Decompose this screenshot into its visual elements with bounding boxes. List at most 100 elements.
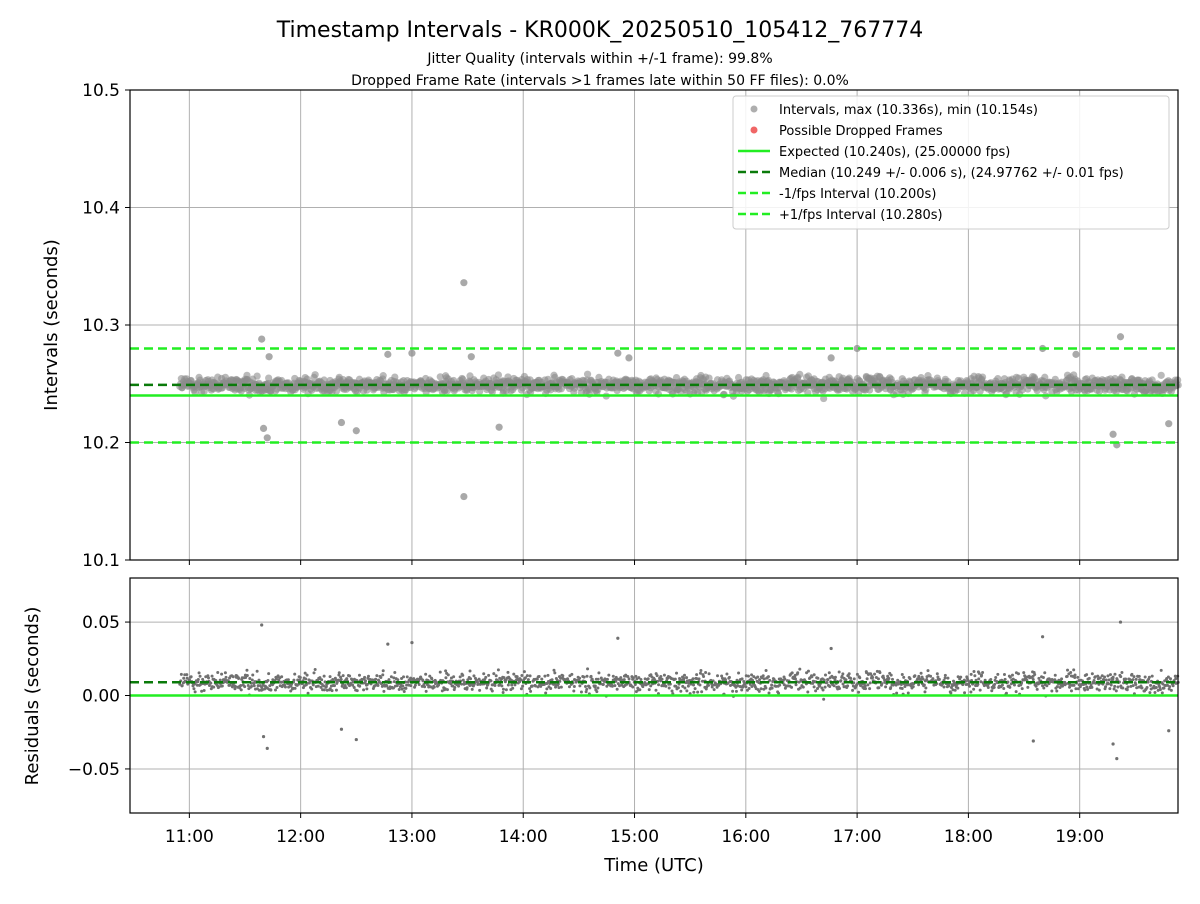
residual-point	[634, 674, 638, 678]
residual-point	[482, 672, 486, 676]
residual-point	[444, 669, 448, 673]
residual-point	[202, 688, 206, 692]
residual-point	[961, 683, 965, 687]
residual-point	[453, 686, 457, 690]
residual-outlier-point	[1167, 729, 1171, 733]
residual-point	[519, 678, 523, 682]
residual-point	[590, 677, 594, 681]
residual-point	[365, 687, 369, 691]
residual-point	[889, 686, 893, 690]
residual-point	[740, 688, 744, 692]
interval-point	[1041, 373, 1049, 381]
residual-point	[1138, 678, 1142, 682]
residual-point	[513, 683, 517, 687]
residual-point	[572, 689, 576, 693]
residual-point	[193, 690, 197, 694]
residual-point	[837, 670, 841, 674]
residual-point	[906, 691, 910, 695]
residual-point	[1132, 675, 1136, 679]
residual-point	[702, 674, 706, 678]
interval-outlier-point	[263, 434, 271, 442]
residual-point	[767, 691, 771, 695]
residual-point	[1008, 685, 1012, 689]
residual-point	[946, 676, 950, 680]
residual-point	[1153, 690, 1157, 694]
residual-point	[446, 673, 450, 677]
residual-point	[806, 669, 810, 673]
residual-point	[1068, 685, 1072, 689]
residual-point	[752, 675, 756, 679]
residual-point	[679, 689, 683, 693]
residual-point	[485, 686, 489, 690]
residual-point	[1111, 675, 1115, 679]
residual-point	[401, 684, 405, 688]
residual-point	[470, 687, 474, 691]
residual-point	[445, 688, 449, 692]
residual-point	[764, 686, 768, 690]
residual-point	[396, 678, 400, 682]
residual-point	[363, 679, 367, 683]
residual-point	[607, 673, 611, 677]
residual-point	[698, 683, 702, 687]
residual-point	[655, 674, 659, 678]
residual-point	[746, 674, 750, 678]
interval-point	[311, 371, 319, 379]
residual-point	[337, 673, 341, 677]
residual-point	[310, 687, 314, 691]
residual-point	[428, 674, 432, 678]
residual-point	[402, 689, 406, 693]
residual-point	[545, 687, 549, 691]
residual-point	[457, 684, 461, 688]
residual-point	[764, 669, 768, 673]
residual-point	[1113, 684, 1117, 688]
residual-point	[943, 673, 947, 677]
residual-point	[838, 686, 842, 690]
residual-point	[646, 677, 650, 681]
residual-point	[1008, 675, 1012, 679]
residual-point	[977, 671, 981, 675]
residual-point	[561, 674, 565, 678]
residual-point	[1025, 678, 1029, 682]
residual-point	[900, 687, 904, 691]
residual-point	[730, 683, 734, 687]
x-tick-label: 13:00	[387, 827, 436, 847]
residual-point	[582, 675, 586, 679]
residual-point	[521, 684, 525, 688]
residual-point	[685, 689, 689, 693]
residual-point	[748, 682, 752, 686]
residual-point	[931, 677, 935, 681]
residual-point	[917, 674, 921, 678]
residual-point	[248, 676, 252, 680]
residual-point	[273, 688, 277, 692]
residual-point	[1003, 677, 1007, 681]
residual-point	[676, 686, 680, 690]
residuals-y-ticks: 0.05 0.00 −0.05	[68, 613, 130, 780]
residual-point	[421, 679, 425, 683]
residual-point	[1131, 684, 1135, 688]
residual-point	[929, 674, 933, 678]
residual-outlier-point	[1040, 635, 1045, 639]
residual-point	[342, 686, 346, 690]
residual-point	[1037, 676, 1041, 680]
residual-point	[332, 684, 336, 688]
residual-point	[1156, 688, 1160, 692]
residual-point	[1130, 672, 1134, 676]
residual-point	[210, 674, 214, 678]
residual-point	[578, 684, 582, 688]
residual-point	[832, 684, 836, 688]
residual-point	[821, 688, 825, 692]
residual-point	[840, 674, 844, 678]
residual-point	[1119, 675, 1123, 679]
residual-point	[695, 673, 699, 677]
residual-point	[878, 671, 882, 675]
residual-point	[969, 690, 973, 694]
residual-point	[1033, 673, 1037, 677]
interval-point	[253, 372, 261, 380]
residual-point	[683, 673, 687, 677]
residual-point	[858, 676, 862, 680]
residual-point	[681, 684, 685, 688]
residual-point	[697, 677, 701, 681]
residual-point	[596, 686, 600, 690]
residual-point	[990, 689, 994, 693]
residual-point	[873, 672, 877, 676]
